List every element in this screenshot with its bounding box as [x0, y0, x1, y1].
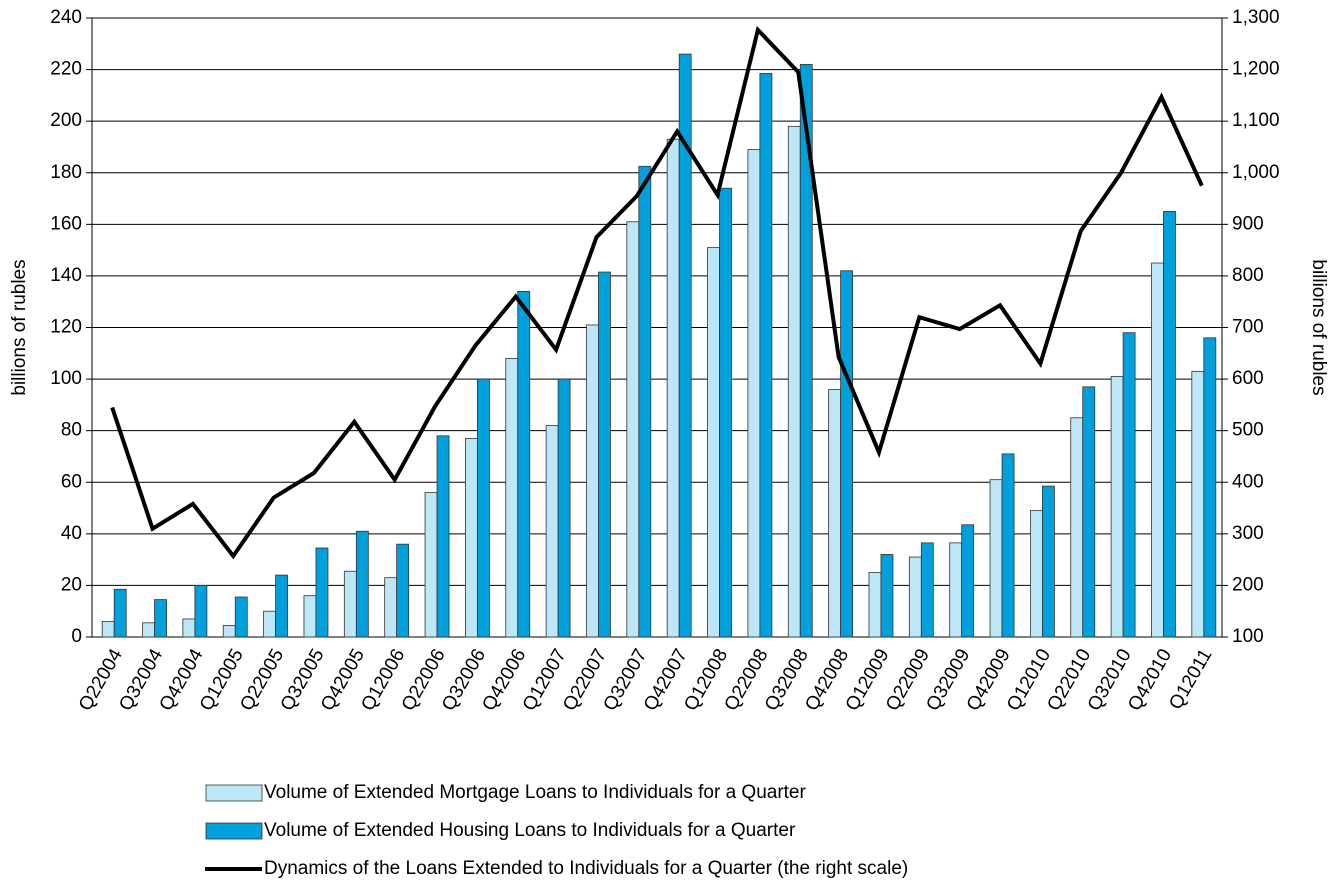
bar	[1191, 370, 1205, 638]
bar	[384, 577, 398, 638]
bar	[920, 542, 934, 638]
bar	[182, 618, 196, 638]
bar	[464, 438, 478, 638]
bar	[787, 125, 801, 638]
y-tick-label: 140	[50, 265, 82, 286]
y2-tick-label: 1,000	[1232, 162, 1280, 183]
bar	[113, 588, 127, 638]
y2-tick-label: 300	[1232, 523, 1264, 544]
line	[110, 25, 1204, 560]
bar	[828, 388, 842, 638]
y2-tick-label: 1,200	[1232, 59, 1280, 80]
bar	[396, 543, 410, 638]
bar	[275, 574, 289, 638]
bar	[1041, 485, 1055, 638]
bar	[1203, 337, 1217, 638]
legend-label: Volume of Extended Mortgage Loans to Ind…	[264, 782, 806, 803]
y-tick-label: 220	[50, 59, 82, 80]
bar	[719, 187, 732, 638]
bar	[1070, 417, 1084, 638]
bar	[436, 435, 450, 638]
y-tick-label: 80	[61, 420, 82, 441]
y2-tick-label: 900	[1232, 213, 1264, 234]
bar	[424, 492, 438, 638]
bar	[505, 358, 519, 638]
bar	[343, 570, 357, 638]
y2-tick-label: 600	[1232, 368, 1264, 389]
y2-tick-label: 100	[1232, 626, 1264, 647]
bar	[194, 585, 208, 638]
bar	[154, 599, 167, 638]
bar	[222, 624, 236, 638]
bar	[545, 425, 559, 638]
y2-tick-label: 1,300	[1232, 7, 1280, 28]
bar	[626, 221, 640, 638]
bar	[557, 378, 571, 638]
y2-tick-label: 700	[1232, 317, 1264, 338]
legend-label: Volume of Extended Housing Loans to Indi…	[264, 820, 796, 841]
bar	[1163, 211, 1176, 638]
bar	[517, 290, 531, 638]
bar	[880, 554, 894, 638]
bar	[263, 610, 277, 638]
y-axis-label: billions of rubles	[9, 259, 30, 395]
y-tick-label: 20	[61, 574, 82, 595]
bar	[747, 149, 761, 638]
bar	[476, 378, 490, 638]
y2-tick-label: 800	[1232, 265, 1264, 286]
bar	[868, 572, 882, 638]
bar	[638, 165, 652, 638]
y-tick-label: 240	[50, 7, 82, 28]
bar	[799, 64, 813, 638]
bar	[1122, 332, 1136, 638]
y-tick-label: 40	[61, 523, 82, 544]
bar	[586, 324, 599, 638]
y2-tick-label: 200	[1232, 574, 1264, 595]
bar	[961, 524, 975, 638]
bar	[303, 595, 317, 638]
y2-tick-label: 400	[1232, 471, 1264, 492]
bar	[1082, 386, 1096, 638]
y2-axis-label: billions of rubles	[1308, 259, 1329, 395]
bar	[101, 621, 115, 638]
bar	[1110, 376, 1124, 638]
y-tick-label: 60	[61, 471, 82, 492]
y2-tick-label: 500	[1232, 420, 1264, 441]
bar	[598, 271, 611, 638]
y-tick-label: 100	[50, 368, 82, 389]
bar	[315, 547, 329, 638]
bar	[1151, 262, 1164, 638]
legend-swatch	[205, 822, 263, 840]
bar	[707, 247, 720, 638]
bar	[1001, 453, 1015, 638]
y-tick-label: 0	[71, 626, 82, 647]
y2-tick-label: 1,100	[1232, 110, 1280, 131]
legend: Volume of Extended Mortgage Loans to Ind…	[205, 782, 908, 879]
bar	[234, 596, 248, 638]
y-tick-label: 120	[50, 317, 82, 338]
bar	[678, 53, 692, 638]
bar	[759, 73, 773, 638]
bar	[949, 542, 963, 638]
bar	[142, 622, 155, 638]
legend-label: Dynamics of the Loans Extended to Indivi…	[264, 858, 908, 879]
bar	[355, 530, 369, 638]
bar	[666, 138, 680, 638]
bar	[1029, 510, 1043, 638]
y-tick-label: 180	[50, 162, 82, 183]
legend-swatch	[205, 784, 263, 802]
y-tick-label: 160	[50, 213, 82, 234]
bar	[840, 270, 854, 638]
bar	[989, 479, 1003, 638]
y-tick-label: 200	[50, 110, 82, 131]
bar	[908, 556, 922, 638]
